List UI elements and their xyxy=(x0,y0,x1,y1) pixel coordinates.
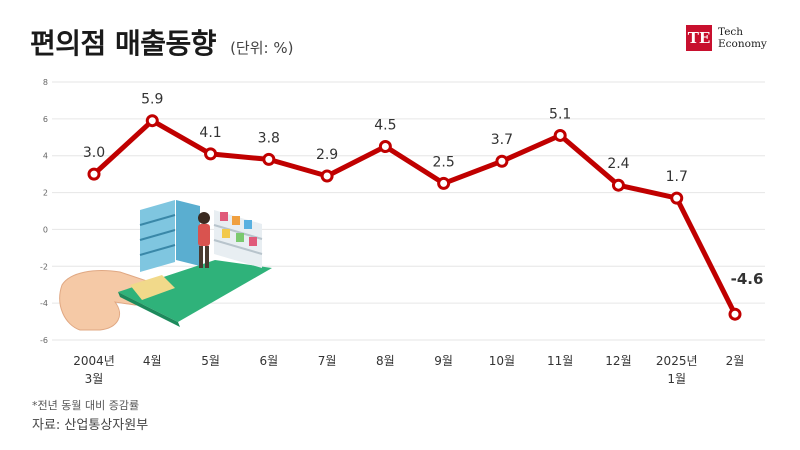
data-point xyxy=(611,178,625,192)
data-point xyxy=(87,167,101,181)
x-tick-label: 1월 xyxy=(667,372,686,386)
unit-label: (단위: %) xyxy=(230,39,294,57)
x-tick-label: 4월 xyxy=(143,354,162,368)
x-tick-label: 7월 xyxy=(318,354,337,368)
data-label: 3.8 xyxy=(258,130,280,146)
data-markers xyxy=(87,114,742,321)
logo-line-1: Tech xyxy=(718,26,744,38)
data-point xyxy=(670,191,684,205)
y-tick-label: -2 xyxy=(40,262,48,271)
y-axis-ticks: -6 -4 -2 0 2 4 6 8 xyxy=(40,78,48,345)
brand-logo: TE Tech Economy xyxy=(686,25,767,51)
x-tick-label: 2월 xyxy=(726,354,745,368)
data-point xyxy=(728,307,742,321)
x-tick-label: 6월 xyxy=(259,354,278,368)
data-label: 4.1 xyxy=(199,125,221,141)
y-tick-label: -6 xyxy=(40,336,48,345)
data-label: 5.1 xyxy=(549,106,571,122)
data-label: 2.4 xyxy=(607,156,629,172)
store-illustration xyxy=(59,200,272,331)
data-label: 4.5 xyxy=(374,118,396,134)
x-tick-label: 5월 xyxy=(201,354,220,368)
data-point xyxy=(553,128,567,142)
data-point xyxy=(262,152,276,166)
x-tick-label: 2025년 xyxy=(656,354,698,368)
data-label: -4.6 xyxy=(731,270,764,288)
logo-text: Tech Economy xyxy=(718,26,767,50)
data-point xyxy=(437,176,451,190)
data-labels: 3.0 5.9 4.1 3.8 2.9 4.5 2.5 3.7 5.1 2.4 1.7 -4.6 xyxy=(83,92,764,289)
y-tick-label: 6 xyxy=(43,115,48,124)
logo-line-2: Economy xyxy=(718,38,767,50)
data-point xyxy=(378,140,392,153)
x-tick-label: 10월 xyxy=(489,354,515,368)
footnote: *전년 동월 대비 증감률 xyxy=(32,399,140,412)
data-label: 5.9 xyxy=(141,92,163,108)
data-label: 1.7 xyxy=(666,169,688,185)
data-point xyxy=(204,147,218,161)
chart-title: 편의점 매출동향 xyxy=(30,27,217,60)
data-label: 2.9 xyxy=(316,147,338,163)
x-tick-label: 8월 xyxy=(376,354,395,368)
x-tick-label: 11월 xyxy=(547,354,573,368)
x-tick-label: 2004년 xyxy=(73,354,115,368)
data-point xyxy=(145,114,159,128)
logo-mark: TE xyxy=(686,25,712,51)
x-tick-label: 3월 xyxy=(85,372,104,386)
y-tick-label: -4 xyxy=(40,299,48,308)
y-tick-label: 8 xyxy=(43,78,48,87)
data-point xyxy=(320,169,334,183)
x-axis-ticks: 2004년 3월 4월 5월 6월 7월 8월 9월 10월 11월 12월 2025년 1월 2월 xyxy=(73,354,744,386)
data-label: 3.7 xyxy=(491,132,513,148)
y-tick-label: 2 xyxy=(43,189,48,198)
data-label: 2.5 xyxy=(433,154,455,170)
y-tick-label: 4 xyxy=(43,152,48,161)
title-block: 편의점 매출동향 (단위: %) xyxy=(30,22,293,62)
x-tick-label: 9월 xyxy=(434,354,453,368)
source-note: 자료: 산업통상자원부 xyxy=(32,418,149,433)
data-label: 3.0 xyxy=(83,145,105,161)
data-point xyxy=(495,154,509,168)
series-line xyxy=(91,118,738,317)
x-tick-label: 12월 xyxy=(605,354,631,368)
y-tick-label: 0 xyxy=(43,225,48,234)
